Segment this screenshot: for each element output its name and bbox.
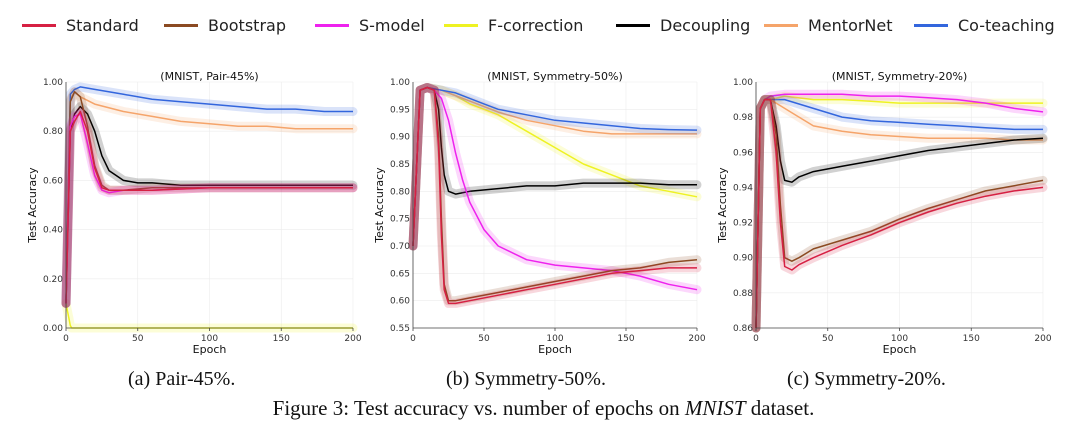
chart-1-series-decoupling — [65, 105, 353, 304]
figure-caption: Figure 3: Test accuracy vs. number of ep… — [0, 396, 1087, 421]
chart-3-x-tick-label-2: 100 — [891, 334, 908, 344]
chart-2-y-tick-label-4: 0.75 — [390, 215, 410, 225]
chart-3-y-tick-label-1: 0.88 — [733, 289, 753, 299]
legend-item-co-teaching: Co-teaching — [914, 8, 1055, 42]
chart-2-y-tick-label-0: 0.55 — [390, 324, 410, 334]
chart-1-x-tick-label-4: 200 — [344, 334, 361, 344]
chart-1-title: (MNIST, Pair-45%) — [160, 70, 258, 83]
figure-caption-prefix: Figure 3: Test accuracy vs. number of ep… — [272, 396, 685, 420]
legend-swatch-decoupling — [616, 23, 650, 27]
legend-item-f-correction: F-correction — [444, 8, 583, 42]
legend-item-bootstrap: Bootstrap — [164, 8, 286, 42]
chart-2-y-axis-label: Test Accuracy — [373, 167, 386, 244]
chart-3-series-standard — [755, 98, 1044, 329]
caption-c: (c) Symmetry-20%. — [787, 368, 946, 390]
chart-2-y-tick-label-7: 0.90 — [390, 133, 410, 143]
chart-1-y-tick-label-0: 0.00 — [43, 324, 63, 334]
chart-2-x-axis-label: Epoch — [538, 343, 572, 356]
chart-2-group: 0 50 100 150 200 0.55 0.60 0.65 0.70 0.75 0.80 0.85… — [373, 70, 706, 356]
chart-3-x-tick-label-3: 150 — [963, 334, 980, 344]
chart-2-x-tick-label-0: 0 — [410, 334, 416, 344]
chart-2-series-standard — [412, 86, 697, 305]
chart-3-x-tick-label-0: 0 — [753, 334, 759, 344]
chart-1-x-tick-label-2: 100 — [201, 334, 218, 344]
legend-swatch-f-correction — [444, 23, 478, 27]
legend-swatch-s-model — [315, 23, 349, 27]
legend-swatch-co-teaching — [914, 23, 948, 27]
figure-caption-suffix: dataset. — [745, 396, 815, 420]
legend-item-standard: Standard — [22, 8, 139, 42]
legend-label-bootstrap: Bootstrap — [208, 15, 286, 35]
legend-label-decoupling: Decoupling — [660, 15, 751, 35]
figure-caption-dataset: MNIST — [684, 396, 746, 420]
legend-item-decoupling: Decoupling — [616, 8, 750, 42]
chart-2-title: (MNIST, Symmetry-50%) — [487, 70, 623, 83]
chart-3-x-axis-label: Epoch — [883, 343, 917, 356]
legend-label-standard: Standard — [66, 15, 139, 35]
chart-3-y-axis-label: Test Accuracy — [716, 167, 729, 244]
chart-2-y-tick-label-3: 0.70 — [390, 242, 410, 252]
chart-1-y-tick-label-2: 0.40 — [43, 226, 63, 236]
chart-2-y-tick-label-6: 0.85 — [390, 160, 410, 170]
caption-b: (b) Symmetry-50%. — [446, 368, 606, 390]
chart-3-y-tick-label-6: 0.98 — [733, 113, 753, 123]
chart-3-group: 0 50 100 150 200 0.86 0.88 0.90 0.92 0.94 0.96 0.98… — [716, 70, 1052, 356]
chart-1-x-tick-label-3: 150 — [273, 334, 290, 344]
chart-3-y-tick-label-5: 0.96 — [733, 148, 753, 158]
chart-3-y-tick-label-4: 0.94 — [733, 183, 753, 193]
chart-3-title: (MNIST, Symmetry-20%) — [832, 70, 968, 83]
legend-label-mentornet: MentorNet — [808, 15, 893, 35]
chart-2-y-tick-label-9: 1.00 — [390, 78, 410, 88]
chart-1-y-tick-label-1: 0.20 — [43, 275, 63, 285]
legend-swatch-standard — [22, 23, 56, 27]
chart-1-x-axis-label: Epoch — [193, 343, 227, 356]
chart-2-y-tick-label-2: 0.65 — [390, 269, 410, 279]
chart-1-y-tick-label-4: 0.80 — [43, 127, 63, 137]
chart-2-y-tick-label-5: 0.80 — [390, 187, 410, 197]
caption-a: (a) Pair-45%. — [128, 368, 236, 390]
legend-label-co-teaching: Co-teaching — [958, 15, 1055, 35]
chart-1-y-tick-label-3: 0.60 — [43, 176, 63, 186]
legend-label-f-correction: F-correction — [488, 15, 584, 35]
chart-1-series-standard — [65, 110, 353, 304]
chart-3-y-tick-label-3: 0.92 — [733, 219, 753, 229]
chart-1-x-tick-label-1: 50 — [132, 334, 144, 344]
chart-3-y-tick-label-7: 1.00 — [733, 78, 753, 88]
chart-3-x-tick-label-4: 200 — [1034, 334, 1051, 344]
chart-1-x-tick-label-0: 0 — [63, 334, 69, 344]
chart-2-x-tick-label-3: 150 — [617, 334, 634, 344]
chart-3-x-tick-label-1: 50 — [822, 334, 834, 344]
chart-2-y-tick-label-1: 0.60 — [390, 297, 410, 307]
chart-2-y-tick-label-8: 0.95 — [390, 105, 410, 115]
legend-item-mentornet: MentorNet — [764, 8, 893, 42]
chart-3-y-tick-label-0: 0.86 — [733, 324, 753, 334]
legend-label-s-model: S-model — [359, 15, 425, 35]
chart-1-group: 0 50 100 150 200 0.00 0.20 0.40 0.60 0.80 1.00 (MNI… — [26, 70, 362, 356]
legend-item-s-model: S-model — [315, 8, 425, 42]
chart-2-x-tick-label-4: 200 — [688, 334, 705, 344]
chart-3-y-tick-label-2: 0.90 — [733, 254, 753, 264]
chart-2-x-tick-label-1: 50 — [478, 334, 490, 344]
legend-swatch-bootstrap — [164, 23, 198, 27]
chart-2-series-co-teaching — [412, 86, 698, 247]
chart-1-y-tick-label-5: 1.00 — [43, 78, 63, 88]
chart-1-y-axis-label: Test Accuracy — [26, 167, 39, 244]
legend: Standard Bootstrap S-model F-correction … — [0, 8, 1087, 42]
chart-2-x-tick-label-2: 100 — [546, 334, 563, 344]
legend-swatch-mentornet — [764, 23, 798, 27]
chart-1-series-co-teaching — [65, 86, 353, 304]
